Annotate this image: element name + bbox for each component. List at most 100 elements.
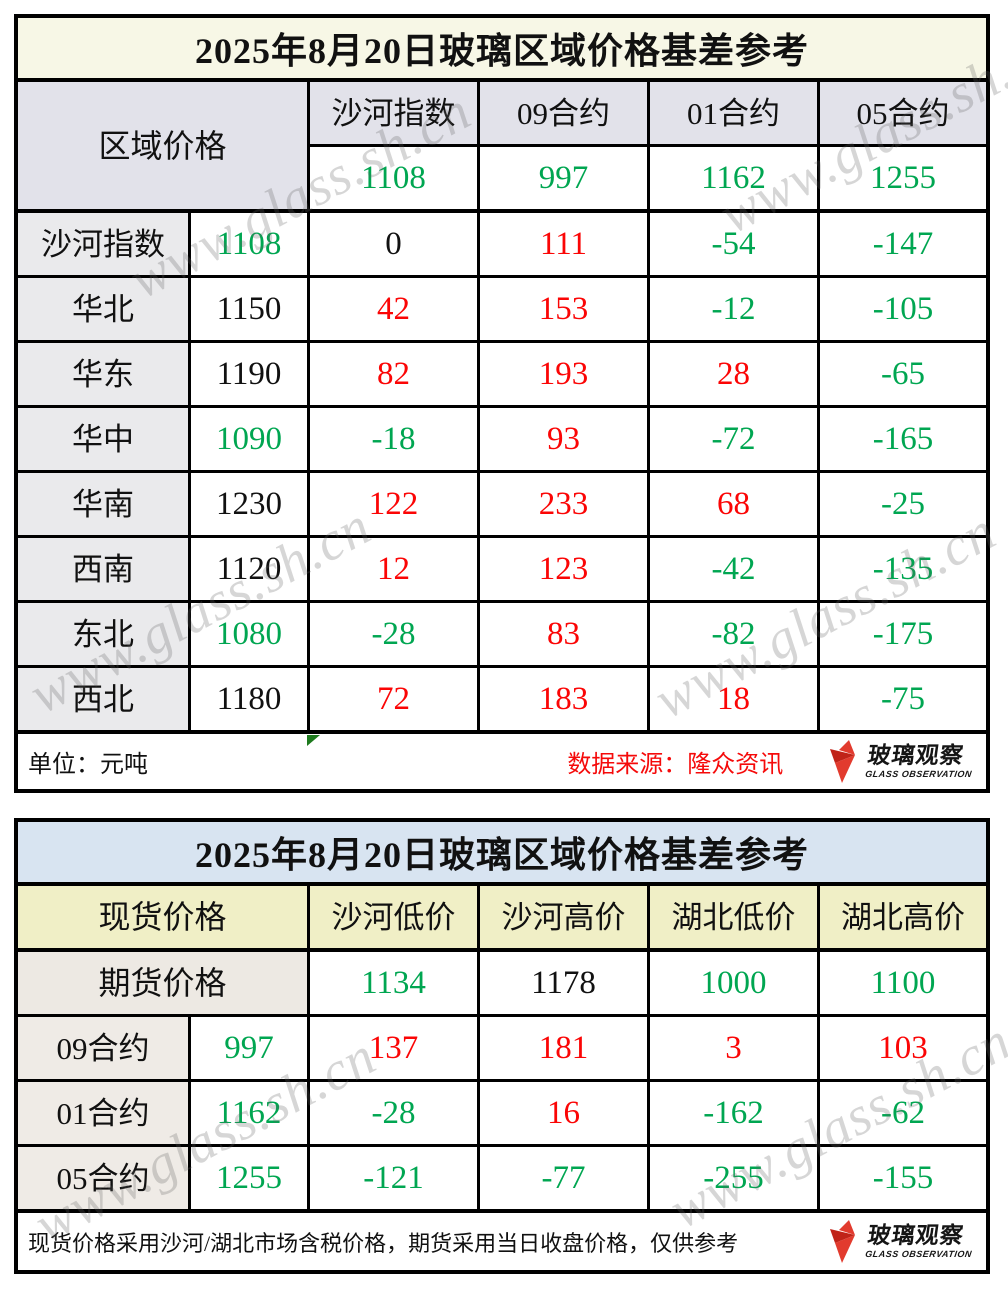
basis-cell: 193	[480, 343, 647, 405]
logo-en-text: GLASS OBSERVATION	[864, 1249, 973, 1259]
basis-cell: 82	[310, 343, 477, 405]
futures-row-label: 期货价格	[18, 952, 307, 1014]
row-label: 西南	[18, 538, 188, 600]
basis-cell: -165	[820, 408, 986, 470]
table2-title: 2025年8月20日玻璃区域价格基差参考	[18, 822, 986, 886]
basis-cell: 28	[650, 343, 817, 405]
header-value-cell: 1255	[820, 147, 986, 209]
glass-observation-logo: 玻璃观察 GLASS OBSERVATION	[829, 739, 974, 784]
row-label: 05合约	[18, 1147, 188, 1209]
column-header: 沙河高价	[480, 886, 647, 948]
basis-cell: -28	[310, 603, 477, 665]
logo-star-icon	[830, 1219, 856, 1263]
table1-footer: 单位：元吨 数据来源：隆众资讯 玻璃观察 GLASS OBSERVATION	[18, 734, 986, 789]
price-cell: 1180	[191, 668, 307, 730]
row-label: 华东	[18, 343, 188, 405]
table2-body: 期货价格 1134 1178 1000 1100 09合约 997 137 181 3 1…	[18, 952, 986, 1213]
column-header: 01合约	[650, 82, 817, 144]
basis-cell: 0	[310, 213, 477, 275]
price-cell: 1108	[191, 213, 307, 275]
header-value-cell: 997	[480, 147, 647, 209]
regional-basis-table: 2025年8月20日玻璃区域价格基差参考 区域价格 沙河指数 09合约 01合约…	[14, 14, 990, 793]
column-header: 湖北高价	[820, 886, 986, 948]
footnote: 现货价格采用沙河/湖北市场含税价格，期货采用当日收盘价格，仅供参考	[28, 1230, 739, 1256]
cell-comment-flag-icon	[307, 735, 320, 746]
basis-cell: -75	[820, 668, 986, 730]
row-label: 沙河指数	[18, 213, 188, 275]
row-label: 西北	[18, 668, 188, 730]
column-header: 湖北低价	[650, 886, 817, 948]
table2-footer: 现货价格采用沙河/湖北市场含税价格，期货采用当日收盘价格，仅供参考 玻璃观察 G…	[18, 1213, 986, 1270]
table1-body: 沙河指数 1108 0 111 -54 -147 华北 1150 42 153 -12 -105 华东 1…	[18, 213, 986, 734]
futures-value-cell: 1100	[820, 952, 986, 1014]
basis-cell: -42	[650, 538, 817, 600]
row-label: 09合约	[18, 1017, 188, 1079]
glass-observation-logo: 玻璃观察 GLASS OBSERVATION	[829, 1219, 974, 1264]
spot-futures-basis-table: 2025年8月20日玻璃区域价格基差参考 现货价格 沙河低价 沙河高价 湖北低价…	[14, 818, 990, 1274]
basis-cell: -77	[480, 1147, 647, 1209]
table1-title: 2025年8月20日玻璃区域价格基差参考	[18, 18, 986, 82]
row-label: 东北	[18, 603, 188, 665]
price-cell: 1255	[191, 1147, 307, 1209]
basis-cell: 233	[480, 473, 647, 535]
logo-cn-text: 玻璃观察	[866, 742, 967, 768]
price-cell: 1080	[191, 603, 307, 665]
basis-cell: -147	[820, 213, 986, 275]
price-cell: 1162	[191, 1082, 307, 1144]
price-cell: 1120	[191, 538, 307, 600]
row-label: 华北	[18, 278, 188, 340]
basis-cell: -72	[650, 408, 817, 470]
basis-cell: 72	[310, 668, 477, 730]
price-cell: 1150	[191, 278, 307, 340]
table2-corner-label: 现货价格	[18, 886, 307, 948]
basis-cell: 111	[480, 213, 647, 275]
futures-value-cell: 1000	[650, 952, 817, 1014]
futures-value-cell: 1134	[310, 952, 477, 1014]
table1-corner-label: 区域价格	[18, 82, 307, 209]
row-label: 华南	[18, 473, 188, 535]
basis-cell: -155	[820, 1147, 986, 1209]
basis-cell: -82	[650, 603, 817, 665]
table1-header: 区域价格 沙河指数 09合约 01合约 05合约 1108 997 1162 1…	[18, 82, 986, 213]
basis-cell: -12	[650, 278, 817, 340]
column-header: 沙河低价	[310, 886, 477, 948]
basis-cell: 103	[820, 1017, 986, 1079]
basis-cell: -18	[310, 408, 477, 470]
basis-cell: -28	[310, 1082, 477, 1144]
logo-star-icon	[830, 739, 856, 783]
data-source-label: 数据来源：隆众资讯	[567, 752, 784, 778]
basis-cell: 122	[310, 473, 477, 535]
row-label: 华中	[18, 408, 188, 470]
basis-cell: -54	[650, 213, 817, 275]
basis-cell: -25	[820, 473, 986, 535]
row-label: 01合约	[18, 1082, 188, 1144]
column-header: 09合约	[480, 82, 647, 144]
futures-value-cell: 1178	[480, 952, 647, 1014]
basis-cell: -135	[820, 538, 986, 600]
header-value-cell: 1108	[310, 147, 477, 209]
price-cell: 997	[191, 1017, 307, 1079]
basis-cell: 18	[650, 668, 817, 730]
basis-cell: 12	[310, 538, 477, 600]
basis-cell: 93	[480, 408, 647, 470]
table2-header: 现货价格 沙河低价 沙河高价 湖北低价 湖北高价	[18, 886, 986, 952]
basis-cell: 181	[480, 1017, 647, 1079]
price-cell: 1090	[191, 408, 307, 470]
basis-cell: 123	[480, 538, 647, 600]
basis-cell: 68	[650, 473, 817, 535]
price-cell: 1190	[191, 343, 307, 405]
logo-en-text: GLASS OBSERVATION	[864, 769, 973, 779]
basis-cell: -62	[820, 1082, 986, 1144]
basis-cell: -105	[820, 278, 986, 340]
basis-cell: -255	[650, 1147, 817, 1209]
basis-cell: 83	[480, 603, 647, 665]
basis-cell: 137	[310, 1017, 477, 1079]
price-cell: 1230	[191, 473, 307, 535]
basis-cell: 16	[480, 1082, 647, 1144]
unit-label: 单位：元吨	[28, 752, 148, 778]
header-value-cell: 1162	[650, 147, 817, 209]
basis-cell: 183	[480, 668, 647, 730]
basis-cell: 153	[480, 278, 647, 340]
basis-cell: -121	[310, 1147, 477, 1209]
column-header: 沙河指数	[310, 82, 477, 144]
